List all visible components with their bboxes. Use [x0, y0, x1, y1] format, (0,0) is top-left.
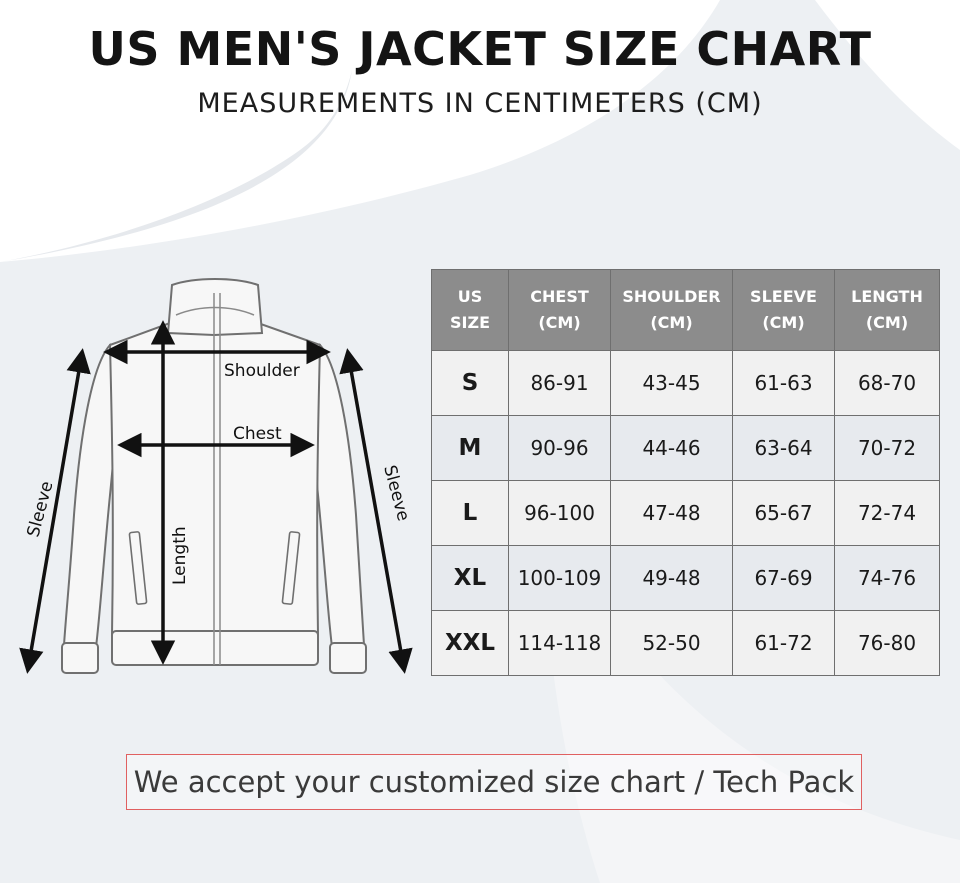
page-title: US MEN'S JACKET SIZE CHART — [88, 22, 872, 76]
size-cell: L — [431, 480, 509, 546]
length-cell: 74-76 — [834, 545, 940, 611]
chest-cell: 86-91 — [508, 350, 611, 416]
header-sleeve: SLEEVE (CM) — [732, 269, 835, 351]
table-row: M 90-96 44-46 63-64 70-72 — [431, 415, 940, 481]
chest-label: Chest — [233, 424, 282, 444]
header-chest: CHEST (CM) — [508, 269, 611, 351]
size-table: US SIZE CHEST (CM) SHOULDER (CM) SLEEVE (CM)… — [431, 269, 940, 676]
chest-cell: 90-96 — [508, 415, 611, 481]
table-row: XXL 114-118 52-50 61-72 76-80 — [431, 610, 940, 676]
sleeve-cell: 61-72 — [732, 610, 835, 676]
shoulder-cell: 47-48 — [610, 480, 733, 546]
length-cell: 68-70 — [834, 350, 940, 416]
length-cell: 72-74 — [834, 480, 940, 546]
table-row: L 96-100 47-48 65-67 72-74 — [431, 480, 940, 546]
length-cell: 70-72 — [834, 415, 940, 481]
table-row: S 86-91 43-45 61-63 68-70 — [431, 350, 940, 416]
size-cell: XL — [431, 545, 509, 611]
length-label: Length — [170, 526, 190, 585]
shoulder-label: Shoulder — [224, 361, 300, 381]
sleeve-cell: 67-69 — [732, 545, 835, 611]
sleeve-cell: 61-63 — [732, 350, 835, 416]
size-cell: XXL — [431, 610, 509, 676]
shoulder-cell: 44-46 — [610, 415, 733, 481]
chest-cell: 96-100 — [508, 480, 611, 546]
shoulder-cell: 49-48 — [610, 545, 733, 611]
table-row: XL 100-109 49-48 67-69 74-76 — [431, 545, 940, 611]
shoulder-cell: 52-50 — [610, 610, 733, 676]
size-cell: S — [431, 350, 509, 416]
page-subtitle: MEASUREMENTS IN CENTIMETERS (CM) — [197, 88, 763, 119]
custom-size-note: We accept your customized size chart / T… — [126, 754, 862, 810]
table-header-row: US SIZE CHEST (CM) SHOULDER (CM) SLEEVE (CM)… — [431, 269, 940, 351]
sleeve-cell: 63-64 — [732, 415, 835, 481]
length-cell: 76-80 — [834, 610, 940, 676]
header-length: LENGTH (CM) — [834, 269, 940, 351]
header-us-size: US SIZE — [431, 269, 509, 351]
sleeve-cell: 65-67 — [732, 480, 835, 546]
jacket-diagram: Shoulder Chest Length Sleeve Sleeve — [19, 278, 413, 674]
chest-cell: 114-118 — [508, 610, 611, 676]
chest-cell: 100-109 — [508, 545, 611, 611]
shoulder-cell: 43-45 — [610, 350, 733, 416]
size-cell: M — [431, 415, 509, 481]
sleeve-right-label: Sleeve — [379, 463, 413, 523]
header-shoulder: SHOULDER (CM) — [610, 269, 733, 351]
